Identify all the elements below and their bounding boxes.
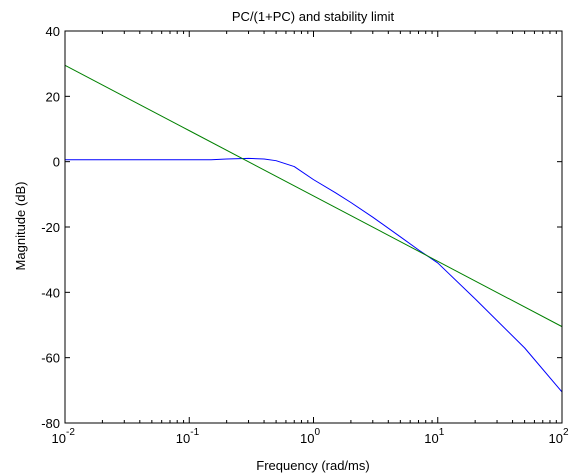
series-layer — [64, 64, 563, 393]
x-tick-label-base: 10 — [300, 431, 314, 446]
y-tick-label: -60 — [41, 351, 60, 366]
chart-title: PC/(1+PC) and stability limit — [232, 9, 395, 24]
x-tick-label-exponent: -2 — [66, 427, 75, 438]
y-tick-label: -80 — [41, 416, 60, 431]
x-tick-label-base: 10 — [424, 431, 438, 446]
x-tick-label-base: 10 — [549, 431, 563, 446]
x-tick-label-exponent: 0 — [315, 427, 321, 438]
y-tick-label: -20 — [41, 220, 60, 235]
x-tick-label-exponent: -1 — [190, 427, 199, 438]
x-tick-label-exponent: 1 — [439, 427, 445, 438]
plot-frame — [64, 30, 563, 424]
y-axis-title: Magnitude (dB) — [13, 182, 28, 271]
x-tick-label-exponent: 2 — [563, 427, 569, 438]
x-tick-label-base: 10 — [176, 431, 190, 446]
y-tick-label: 0 — [53, 155, 60, 170]
y-tick-label: -40 — [41, 285, 60, 300]
y-tick-label: 20 — [46, 89, 60, 104]
series-line-1 — [65, 157, 563, 393]
y-tick-label: 40 — [46, 24, 60, 39]
series-line-2 — [64, 64, 563, 328]
x-axis-title: Frequency (rad/ms) — [256, 458, 369, 473]
x-tick-label-base: 10 — [52, 431, 66, 446]
